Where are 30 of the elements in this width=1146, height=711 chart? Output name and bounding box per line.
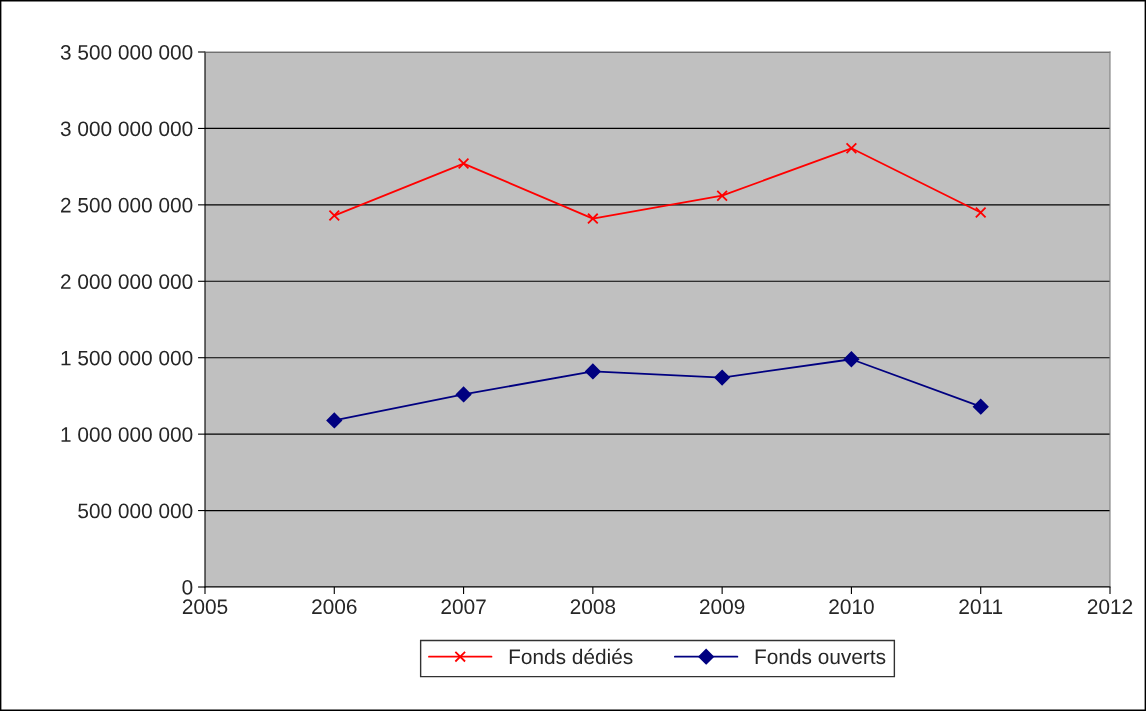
y-tick-label: 2 000 000 000: [61, 274, 193, 290]
y-tick-label: 0: [182, 580, 193, 595]
y-tick-label: 1 500 000 000: [61, 350, 193, 366]
legend-label: Fonds ouverts: [755, 648, 886, 665]
point: [843, 351, 860, 368]
x-tick-label: 2012: [1087, 599, 1133, 615]
x-tick-label: 2005: [182, 599, 228, 615]
x-tick-label: 2009: [700, 599, 745, 615]
y-tick-label: 1 000 000 000: [61, 427, 193, 442]
point: [326, 412, 343, 429]
y-tick-label: 3 500 000 000: [60, 45, 193, 60]
point: [455, 386, 472, 403]
point: [457, 157, 470, 170]
x-tick-label: 2008: [570, 599, 616, 615]
point: [716, 189, 728, 202]
x-tick-label: 2010: [829, 599, 874, 615]
x-tick-label: 2006: [312, 599, 357, 615]
point: [328, 209, 341, 222]
y-tick-label: 2 500 000 000: [61, 197, 193, 213]
point: [587, 212, 599, 225]
x-tick-label: 2011: [959, 599, 1003, 615]
point: [714, 369, 730, 386]
y-tick-label: 500 000 000: [78, 503, 193, 519]
point: [585, 363, 601, 380]
y-tick-label: 3 000 000 000: [60, 121, 193, 137]
point: [972, 398, 989, 415]
legend-label: Fonds dédiés: [509, 648, 633, 665]
x-tick-label: 2007: [441, 599, 486, 615]
point: [845, 142, 858, 155]
point: [974, 206, 987, 219]
